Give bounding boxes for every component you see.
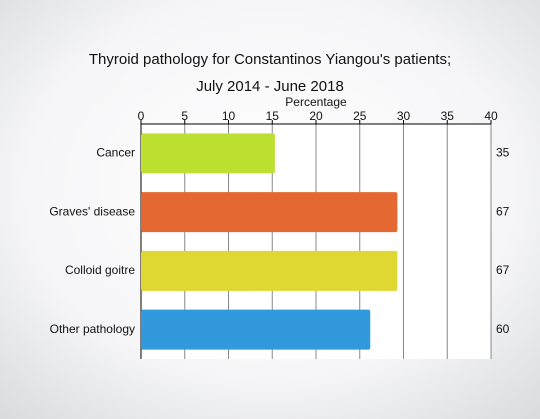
x-tick-label: 20 — [309, 109, 323, 123]
x-tick-label: 5 — [181, 109, 188, 123]
count-label: 67 — [496, 263, 510, 277]
x-axis-label: Percentage — [285, 95, 347, 109]
count-label: 60 — [496, 322, 510, 336]
x-tick-label: 25 — [353, 109, 367, 123]
x-tick-label: 35 — [441, 109, 455, 123]
chart-title: Thyroid pathology for Constantinos Yiang… — [89, 51, 451, 68]
x-tick-label: 0 — [138, 109, 145, 123]
x-tick-label: 30 — [397, 109, 411, 123]
bar — [141, 250, 398, 291]
y-tick-label: Other pathology — [50, 322, 135, 336]
x-tick-label: 15 — [266, 109, 280, 123]
chart-title: July 2014 - June 2018 — [196, 78, 344, 95]
count-label: 35 — [496, 146, 510, 160]
x-tick-label: 40 — [484, 109, 498, 123]
y-tick-label: Colloid goitre — [65, 263, 135, 277]
count-label: 67 — [496, 204, 510, 218]
y-tick-label: Cancer — [96, 146, 135, 160]
y-tick-label: Graves' disease — [49, 204, 135, 218]
x-tick-label: 10 — [222, 109, 236, 123]
bar — [141, 192, 398, 233]
bar — [141, 309, 371, 350]
bar — [141, 133, 275, 174]
